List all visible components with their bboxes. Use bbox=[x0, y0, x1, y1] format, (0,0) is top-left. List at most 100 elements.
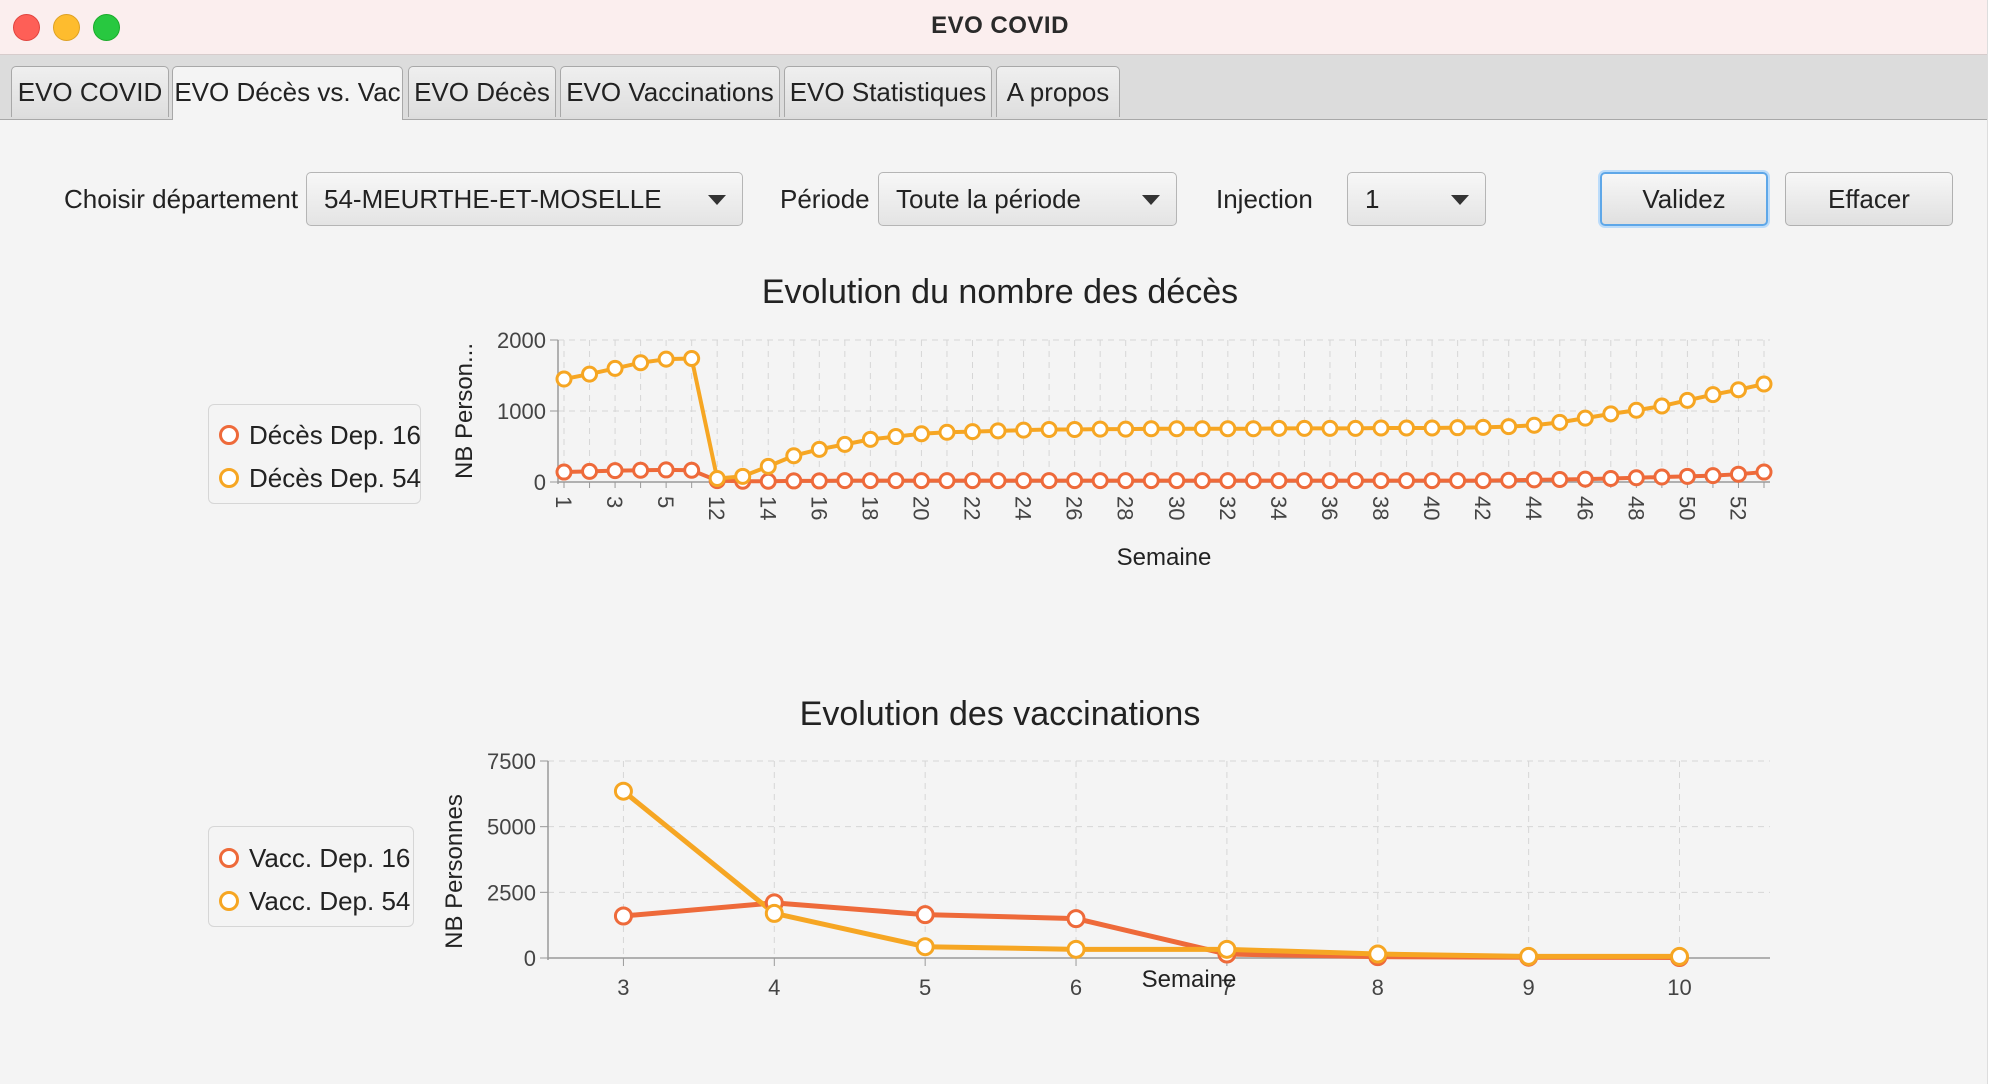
chevron-down-icon bbox=[1451, 195, 1469, 205]
data-point bbox=[1244, 472, 1262, 490]
validate-button[interactable]: Validez bbox=[1600, 172, 1768, 226]
legend-item-deces-16: Décès Dep. 16 bbox=[219, 418, 421, 452]
data-point bbox=[606, 359, 624, 377]
x-tick-label: 10 bbox=[1667, 975, 1691, 1000]
data-point bbox=[1500, 471, 1518, 489]
data-point bbox=[785, 447, 803, 465]
legend-vaccinations: Vacc. Dep. 16 Vacc. Dep. 54 bbox=[208, 826, 414, 927]
data-point bbox=[1346, 472, 1364, 490]
chevron-down-icon bbox=[708, 195, 726, 205]
data-point bbox=[1321, 472, 1339, 490]
data-point bbox=[785, 472, 803, 490]
data-point bbox=[606, 462, 624, 480]
data-point bbox=[1398, 419, 1416, 437]
data-point bbox=[581, 462, 599, 480]
data-point bbox=[1576, 409, 1594, 427]
x-axis-title: Semaine bbox=[1117, 544, 1212, 571]
data-point bbox=[1669, 946, 1689, 966]
y-tick-label: 2500 bbox=[487, 880, 536, 905]
y-tick-label: 7500 bbox=[487, 749, 536, 774]
x-tick-label: 7 bbox=[1221, 975, 1233, 1000]
x-tick-label: 24 bbox=[1011, 496, 1036, 520]
data-point bbox=[1449, 472, 1467, 490]
data-point bbox=[1602, 405, 1620, 423]
chart-deces: 0 1000 2000 1 3 5 12 14 16 18 20 22 24 26 28 30 32 34 36 38… bbox=[451, 328, 1773, 571]
data-point bbox=[989, 472, 1007, 490]
legend-marker-icon bbox=[219, 425, 239, 446]
chart-vaccinations: 0 2500 5000 7500 3 4 5 6 7 8 9 10 Semaine NB Personne… bbox=[441, 749, 1770, 1000]
data-point bbox=[1653, 397, 1671, 415]
x-tick-label: 18 bbox=[857, 496, 882, 520]
data-point bbox=[613, 906, 633, 926]
data-point bbox=[1142, 472, 1160, 490]
data-point bbox=[632, 461, 650, 479]
legend-deces: Décès Dep. 16 Décès Dep. 54 bbox=[208, 404, 421, 504]
legend-item-deces-54: Décès Dep. 54 bbox=[219, 461, 421, 495]
chart-title-vaccinations: Evolution des vaccinations bbox=[799, 695, 1201, 733]
x-tick-label: 40 bbox=[1419, 496, 1444, 520]
x-tick-label: 3 bbox=[617, 975, 629, 1000]
data-point bbox=[759, 457, 777, 475]
minimize-window-icon[interactable] bbox=[53, 14, 80, 41]
x-tick-label: 20 bbox=[908, 496, 933, 520]
data-point bbox=[938, 423, 956, 441]
injection-select[interactable]: 1 bbox=[1347, 172, 1486, 226]
data-point bbox=[964, 472, 982, 490]
x-tick-label: 46 bbox=[1572, 496, 1597, 520]
departement-select-value: 54-MEURTHE-ET-MOSELLE bbox=[324, 184, 662, 214]
x-tick-label: 9 bbox=[1522, 975, 1534, 1000]
data-point bbox=[1627, 401, 1645, 419]
data-point bbox=[1519, 946, 1539, 966]
tab-evo-covid[interactable]: EVO COVID bbox=[11, 66, 169, 117]
data-point bbox=[912, 425, 930, 443]
x-tick-label: 5 bbox=[919, 975, 931, 1000]
y-tick-label: 1000 bbox=[497, 399, 546, 424]
departement-select[interactable]: 54-MEURTHE-ET-MOSELLE bbox=[306, 172, 743, 226]
data-point bbox=[810, 440, 828, 458]
tab-evo-vaccinations[interactable]: EVO Vaccinations bbox=[560, 66, 780, 117]
close-window-icon[interactable] bbox=[13, 14, 40, 41]
data-point bbox=[1168, 420, 1186, 438]
x-tick-label: 44 bbox=[1521, 496, 1546, 520]
y-tick-label: 5000 bbox=[487, 815, 536, 840]
clear-button[interactable]: Effacer bbox=[1785, 172, 1953, 226]
periode-label: Période bbox=[780, 184, 870, 214]
x-tick-label: 34 bbox=[1266, 496, 1291, 520]
zoom-window-icon[interactable] bbox=[93, 14, 120, 41]
y-tick-label: 2000 bbox=[497, 328, 546, 353]
data-point bbox=[861, 430, 879, 448]
data-point bbox=[1423, 419, 1441, 437]
tab-evo-statistiques[interactable]: EVO Statistiques bbox=[784, 66, 992, 117]
data-point bbox=[1729, 381, 1747, 399]
data-point bbox=[1372, 419, 1390, 437]
x-tick-label: 28 bbox=[1113, 496, 1138, 520]
tab-evo-deces-vs-vac[interactable]: EVO Décès vs. Vac bbox=[172, 66, 403, 120]
data-point bbox=[964, 423, 982, 441]
x-tick-label: 6 bbox=[1070, 975, 1082, 1000]
data-point bbox=[1474, 418, 1492, 436]
data-point bbox=[1525, 416, 1543, 434]
x-tick-label: 4 bbox=[768, 975, 780, 1000]
data-point bbox=[1066, 420, 1084, 438]
window-edge bbox=[1987, 0, 2000, 1084]
data-point bbox=[632, 354, 650, 372]
y-axis-title: NB Person... bbox=[451, 343, 478, 479]
data-point bbox=[1474, 472, 1492, 490]
x-tick-label: 22 bbox=[960, 496, 985, 520]
departement-label: Choisir département bbox=[64, 184, 299, 214]
data-point bbox=[1270, 419, 1288, 437]
y-tick-label: 0 bbox=[534, 470, 546, 495]
series-line bbox=[621, 789, 1680, 959]
data-point bbox=[734, 467, 752, 485]
data-point bbox=[1091, 472, 1109, 490]
periode-select[interactable]: Toute la période bbox=[878, 172, 1177, 226]
tab-evo-deces[interactable]: EVO Décès bbox=[408, 66, 556, 117]
tab-a-propos[interactable]: A propos bbox=[996, 66, 1120, 117]
title-bar[interactable]: EVO COVID bbox=[0, 0, 2000, 55]
data-point bbox=[613, 781, 633, 801]
data-point bbox=[989, 422, 1007, 440]
chart-title-deces: Evolution du nombre des décès bbox=[761, 273, 1239, 311]
data-point bbox=[836, 472, 854, 490]
data-point bbox=[1551, 471, 1569, 489]
